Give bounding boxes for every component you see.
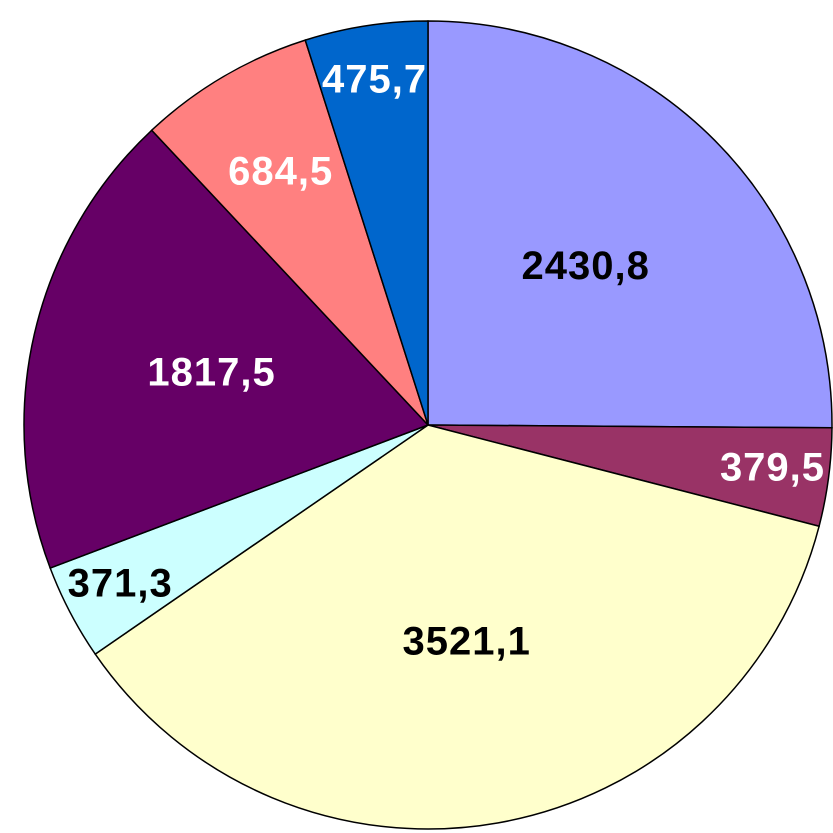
data-label: 684,5 — [228, 150, 333, 194]
pie-slice — [427, 20, 833, 429]
pie-slice — [23, 129, 430, 570]
pie-slice — [94, 424, 821, 830]
data-label: 2430,8 — [521, 244, 649, 288]
data-label: 475,7 — [322, 57, 427, 101]
pie-slice — [304, 20, 429, 426]
data-label: 379,5 — [720, 446, 825, 490]
data-label: 3521,1 — [402, 619, 530, 663]
pie-slice — [150, 39, 429, 426]
data-label: 1817,5 — [147, 350, 275, 394]
data-label: 371,3 — [68, 562, 173, 606]
